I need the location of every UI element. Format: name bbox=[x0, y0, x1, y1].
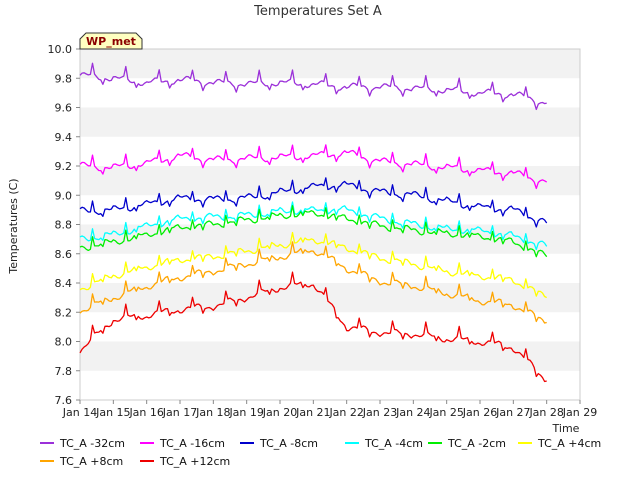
grid-band bbox=[80, 78, 580, 108]
x-tick-label: Jan 14 bbox=[62, 406, 97, 419]
grid-band bbox=[80, 341, 580, 371]
y-tick-label: 8.4 bbox=[55, 277, 73, 290]
grid-band bbox=[80, 224, 580, 254]
x-tick-label: Jan 19 bbox=[228, 406, 263, 419]
legend-label: TC_A +4cm bbox=[537, 437, 601, 450]
x-tick-label: Jan 16 bbox=[128, 406, 163, 419]
grid-band bbox=[80, 166, 580, 196]
series-line bbox=[79, 271, 547, 383]
y-tick-label: 8.8 bbox=[55, 219, 73, 232]
grid-band bbox=[80, 195, 580, 225]
grid-band bbox=[80, 370, 580, 400]
legend-label: TC_A -16cm bbox=[159, 437, 225, 450]
y-axis-label: Temperatures (C) bbox=[7, 178, 20, 274]
series-line bbox=[79, 231, 548, 299]
y-tick-label: 9.8 bbox=[55, 72, 73, 85]
y-tick-label: 7.8 bbox=[55, 365, 73, 378]
y-tick-label: 7.6 bbox=[55, 394, 73, 407]
site-badge: WP_met bbox=[79, 32, 143, 50]
y-tick-label: 8.2 bbox=[55, 306, 73, 319]
grid-bands bbox=[80, 49, 580, 400]
x-tick-label: Jan 25 bbox=[428, 406, 463, 419]
x-tick-label: Jan 18 bbox=[195, 406, 230, 419]
site-badge-box bbox=[79, 32, 143, 50]
x-tick-label: Jan 29 bbox=[562, 406, 597, 419]
series-line bbox=[79, 201, 548, 251]
chart-title: Temperatures Set A bbox=[253, 4, 382, 19]
legend: TC_A -32cm TC_A -16cm TC_A -8cm TC_A -4cm TC… bbox=[40, 437, 601, 468]
series-line bbox=[79, 177, 548, 228]
grid-band bbox=[80, 49, 580, 79]
series-line bbox=[79, 62, 547, 111]
x-tick-label: Jan 17 bbox=[162, 406, 197, 419]
series-line bbox=[79, 205, 548, 258]
legend-label: TC_A -32cm bbox=[59, 437, 125, 450]
x-tick-label: Jan 15 bbox=[95, 406, 130, 419]
x-tick-label: Jan 28 bbox=[528, 406, 563, 419]
y-tick-label: 8.0 bbox=[55, 336, 73, 349]
series-line bbox=[79, 241, 547, 324]
x-tick-label: Jan 20 bbox=[262, 406, 297, 419]
grid-band bbox=[80, 253, 580, 283]
grid-band bbox=[80, 107, 580, 137]
x-tick-label: Jan 26 bbox=[462, 406, 497, 419]
x-tick-label: Jan 23 bbox=[362, 406, 397, 419]
x-tick-label: Jan 22 bbox=[328, 406, 363, 419]
grid-band bbox=[80, 283, 580, 313]
grid-band bbox=[80, 312, 580, 342]
series-lines bbox=[79, 62, 548, 383]
y-tick-label: 8.6 bbox=[55, 248, 73, 261]
y-tick-label: 9.0 bbox=[55, 189, 73, 202]
y-tick-label: 9.4 bbox=[55, 131, 73, 144]
y-tick-label: 9.6 bbox=[55, 102, 73, 115]
x-tick-label: Jan 24 bbox=[395, 406, 430, 419]
x-tick-label: Jan 21 bbox=[295, 406, 330, 419]
legend-label: TC_A -8cm bbox=[259, 437, 318, 450]
legend-label: TC_A +8cm bbox=[59, 455, 123, 468]
legend-label: TC_A +12cm bbox=[159, 455, 230, 468]
y-tick-label: 9.2 bbox=[55, 160, 73, 173]
legend-label: TC_A -2cm bbox=[447, 437, 506, 450]
legend-label: TC_A -4cm bbox=[364, 437, 423, 450]
series-line bbox=[79, 144, 548, 190]
x-axis-label: Time bbox=[552, 422, 580, 435]
site-badge-label: WP_met bbox=[86, 35, 136, 48]
y-axis: 7.6 7.8 8.0 8.2 8.4 8.6 8.8 9.0 9.2 9.4 9.6 9.8 10.0 bbox=[48, 43, 80, 407]
y-tick-label: 10.0 bbox=[48, 43, 73, 56]
grid-band bbox=[80, 136, 580, 166]
x-tick-label: Jan 27 bbox=[495, 406, 530, 419]
